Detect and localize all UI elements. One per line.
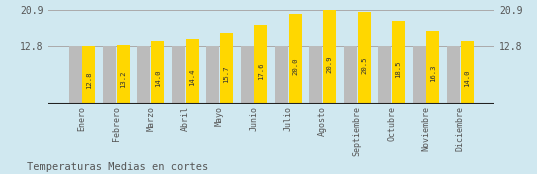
Text: Temperaturas Medias en cortes: Temperaturas Medias en cortes — [27, 162, 208, 172]
Text: 20.0: 20.0 — [292, 58, 298, 75]
Bar — [358, 12, 371, 104]
Text: 15.7: 15.7 — [223, 66, 229, 83]
Bar — [186, 39, 199, 104]
Text: 16.3: 16.3 — [430, 65, 436, 82]
Bar — [275, 46, 288, 104]
Bar — [220, 33, 233, 104]
Text: 14.0: 14.0 — [465, 69, 470, 86]
Bar — [461, 41, 474, 104]
Text: 14.0: 14.0 — [155, 69, 161, 86]
Text: 14.4: 14.4 — [189, 68, 195, 86]
Bar — [82, 46, 96, 104]
Bar — [255, 25, 267, 104]
Bar — [172, 46, 185, 104]
Bar — [241, 46, 253, 104]
Bar — [344, 46, 357, 104]
Bar — [378, 46, 391, 104]
Bar — [117, 45, 130, 104]
Bar — [69, 46, 82, 104]
Bar — [289, 14, 302, 104]
Bar — [447, 46, 460, 104]
Bar — [103, 46, 116, 104]
Text: 20.5: 20.5 — [361, 57, 367, 74]
Text: 13.2: 13.2 — [120, 70, 126, 88]
Bar — [426, 31, 439, 104]
Bar — [137, 46, 150, 104]
Bar — [151, 41, 164, 104]
Bar — [206, 46, 219, 104]
Text: 12.8: 12.8 — [86, 71, 92, 89]
Bar — [412, 46, 426, 104]
Text: 18.5: 18.5 — [395, 61, 402, 78]
Bar — [323, 10, 336, 104]
Bar — [309, 46, 322, 104]
Bar — [392, 21, 405, 104]
Text: 20.9: 20.9 — [326, 56, 332, 73]
Text: 17.6: 17.6 — [258, 62, 264, 80]
